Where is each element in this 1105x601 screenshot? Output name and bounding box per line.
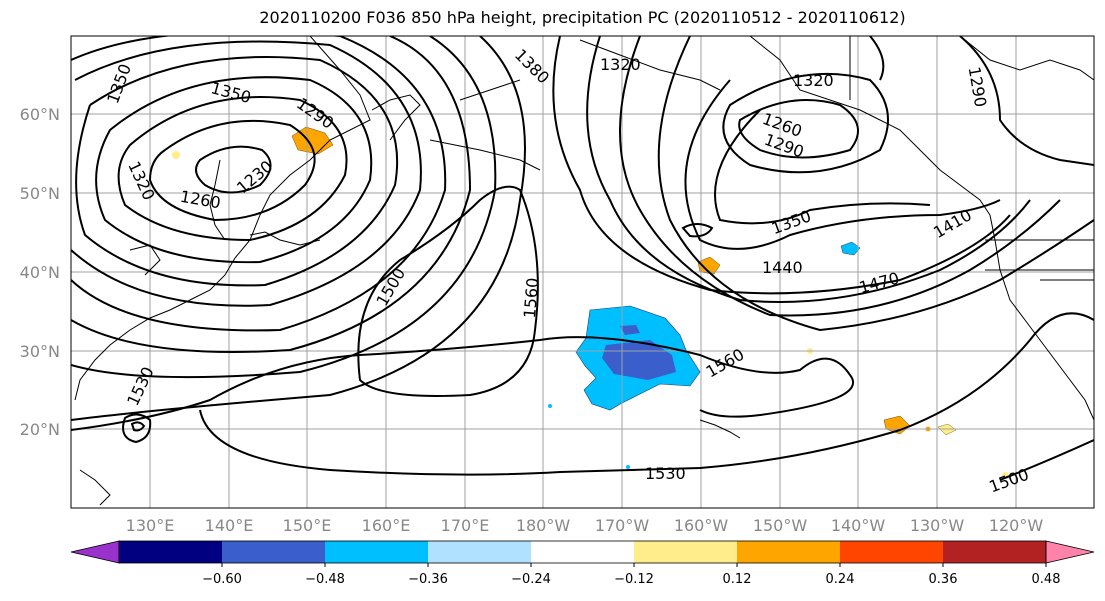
colorbar-segment bbox=[943, 541, 1047, 563]
contour-label: 1320 bbox=[793, 71, 834, 90]
precip-positive-midpac bbox=[697, 256, 721, 275]
lon-label: 130°W bbox=[910, 516, 965, 535]
lon-label: 160°E bbox=[362, 516, 411, 535]
colorbar-segment bbox=[428, 541, 532, 563]
colorbar-tick-label: −0.24 bbox=[511, 572, 551, 587]
colorbar-tick-label: 0.24 bbox=[826, 572, 855, 587]
precip-negative-core bbox=[602, 340, 676, 380]
height-contours bbox=[71, 36, 1094, 481]
lat-label: 40°N bbox=[20, 263, 60, 282]
colorbar-tick-label: −0.48 bbox=[305, 572, 345, 587]
latitude-labels: 60°N 50°N 40°N 30°N 20°N bbox=[20, 105, 60, 439]
contour-label: 1290 bbox=[965, 65, 991, 108]
colorbar-segment bbox=[531, 541, 635, 563]
contour-label: 1530 bbox=[123, 364, 157, 409]
lon-label: 130°E bbox=[126, 516, 175, 535]
map-frame bbox=[70, 35, 1095, 509]
lat-label: 20°N bbox=[20, 420, 60, 439]
colorbar: −0.60 −0.48 −0.36 −0.24 −0.12 0.12 0.24 0.36 0.4… bbox=[70, 540, 1095, 587]
lon-label: 140°W bbox=[831, 516, 886, 535]
contour-label: 1470 bbox=[857, 268, 901, 297]
colorbar-tick-label: 0.48 bbox=[1032, 572, 1061, 587]
colorbar-segment bbox=[737, 541, 841, 563]
lat-label: 60°N bbox=[20, 105, 60, 124]
colorbar-extend-right bbox=[1045, 540, 1095, 564]
colorbar-tick-label: 0.36 bbox=[929, 572, 958, 587]
contour-label: 1500 bbox=[372, 265, 409, 310]
contour-label: 1440 bbox=[762, 258, 803, 277]
lon-label: 150°E bbox=[283, 516, 332, 535]
graticule bbox=[71, 36, 1094, 508]
lon-label: 170°E bbox=[441, 516, 490, 535]
lon-label: 140°E bbox=[205, 516, 254, 535]
colorbar-segment bbox=[634, 541, 738, 563]
contour-label: 1530 bbox=[645, 464, 686, 483]
precip-negative-spot bbox=[620, 325, 640, 335]
colorbar-frame bbox=[118, 540, 1047, 564]
precip-negative-small bbox=[840, 241, 861, 256]
contour-label: 1560 bbox=[703, 345, 748, 382]
lat-label: 50°N bbox=[20, 184, 60, 203]
longitude-labels: 130°E 140°E 150°E 160°E 170°E 180°W 170°… bbox=[126, 516, 1044, 535]
colorbar-tick-label: 0.12 bbox=[723, 572, 752, 587]
precip-shading bbox=[172, 126, 1008, 478]
colorbar-segment bbox=[222, 541, 326, 563]
colorbar-tick-label: −0.36 bbox=[408, 572, 448, 587]
map-title: 2020110200 F036 850 hPa height, precipit… bbox=[259, 8, 906, 27]
colorbar-tick-label: −0.12 bbox=[614, 572, 654, 587]
lon-label: 160°W bbox=[674, 516, 729, 535]
lon-label: 170°W bbox=[595, 516, 650, 535]
contour-label: 1320 bbox=[600, 55, 641, 74]
colorbar-segment bbox=[325, 541, 429, 563]
colorbar-segment bbox=[840, 541, 944, 563]
contour-label: 1350 bbox=[769, 206, 814, 238]
colorbar-segment bbox=[119, 541, 223, 563]
colorbar-tick-label: −0.60 bbox=[202, 572, 242, 587]
lon-label: 150°W bbox=[753, 516, 808, 535]
contour-label: 1290 bbox=[293, 94, 337, 133]
contour-label: 1500 bbox=[987, 465, 1032, 497]
contour-label: 1560 bbox=[520, 277, 542, 319]
lat-label: 30°N bbox=[20, 342, 60, 361]
lon-label: 180°W bbox=[516, 516, 571, 535]
lon-label: 120°W bbox=[989, 516, 1044, 535]
colorbar-extend-left bbox=[70, 540, 120, 564]
